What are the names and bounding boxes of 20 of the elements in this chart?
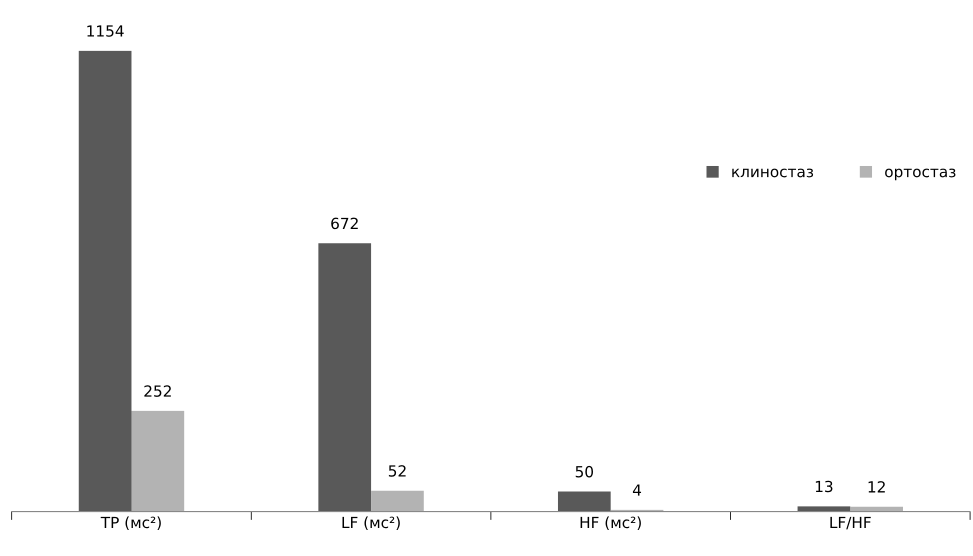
data-label: 12 <box>868 481 885 492</box>
x-tick-label: HF (мс²) <box>580 516 641 530</box>
bar <box>850 506 903 512</box>
bar <box>318 243 372 512</box>
data-label: 252 <box>144 385 171 397</box>
data-label: 52 <box>388 465 406 477</box>
bar <box>371 490 424 512</box>
data-label: 4 <box>632 484 642 496</box>
data-label: 1154 <box>87 25 124 37</box>
data-label: 13 <box>816 480 832 492</box>
bar <box>78 50 132 512</box>
data-label: 50 <box>576 466 594 478</box>
bar <box>131 410 184 512</box>
legend-label: клиностаз <box>732 168 814 178</box>
data-label: 672 <box>331 218 358 230</box>
bar <box>558 492 611 512</box>
x-tick-label: TP (мс²) <box>100 516 161 530</box>
x-tick-label: LF/HF <box>830 516 871 530</box>
legend-label: ортостаз <box>885 168 956 180</box>
x-tick-label: LF (мс²) <box>342 516 400 530</box>
